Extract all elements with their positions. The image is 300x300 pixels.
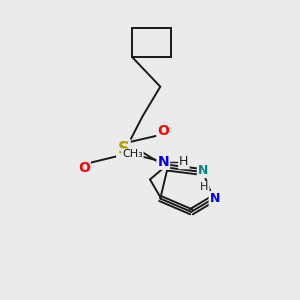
- Text: H: H: [200, 182, 209, 192]
- Text: O: O: [78, 161, 90, 175]
- Text: S: S: [118, 140, 130, 158]
- Text: H: H: [179, 155, 188, 168]
- Text: N: N: [210, 192, 220, 205]
- Text: O: O: [157, 124, 169, 138]
- Text: N: N: [158, 155, 169, 169]
- Text: CH₃: CH₃: [122, 149, 143, 159]
- Text: N: N: [198, 164, 208, 177]
